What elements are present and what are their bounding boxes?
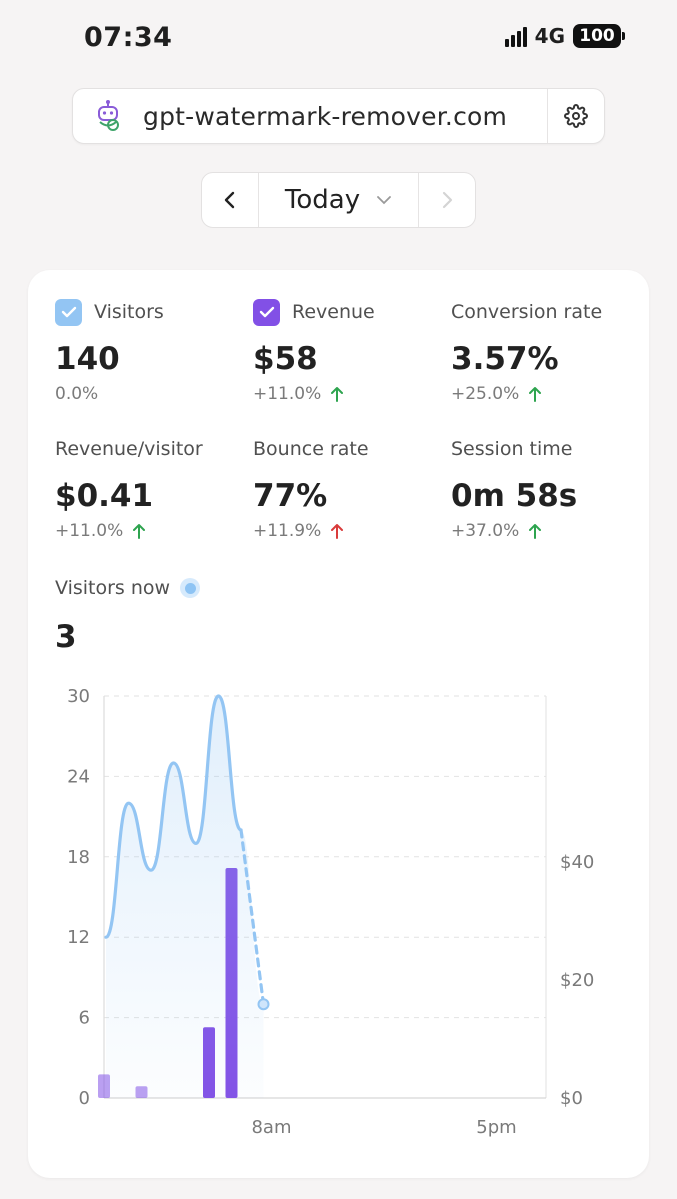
visitors-now-label: Visitors now: [55, 577, 171, 599]
chevron-left-icon: [224, 191, 235, 209]
metric-bounce-rate[interactable]: Bounce rate 77% +11.9%: [253, 435, 369, 541]
metric-visitors[interactable]: Visitors 140 0.0%: [55, 298, 164, 404]
x-tick-label: 5pm: [476, 1117, 516, 1138]
visitors-point: [257, 998, 270, 1011]
gear-icon: [564, 104, 588, 128]
metric-value: 3.57%: [451, 341, 559, 377]
y-tick-label: 12: [67, 927, 90, 948]
network-type: 4G: [534, 24, 565, 48]
battery-icon: 100: [573, 24, 625, 48]
visitors-now-value: 3: [55, 619, 77, 655]
status-indicators: 4G 100: [504, 24, 625, 48]
visitors-now: Visitors now 3: [55, 574, 201, 656]
metric-session-time[interactable]: Session time 0m 58s +37.0%: [451, 435, 577, 541]
metric-change: +11.0%: [55, 521, 124, 541]
y-tick-label: 6: [79, 1008, 90, 1029]
check-icon: [61, 306, 76, 318]
chevron-right-icon: [442, 191, 453, 209]
metric-label: Bounce rate: [253, 438, 369, 460]
period-label: Today: [284, 185, 361, 215]
next-period-button[interactable]: [419, 173, 475, 227]
visitors-line-projection: [239, 828, 266, 1006]
date-navigator: Today: [201, 172, 476, 228]
arrow-up-icon: [529, 386, 542, 402]
metric-change: +11.9%: [253, 521, 322, 541]
metric-change: 0.0%: [55, 384, 99, 404]
arrow-up-red-icon: [331, 523, 344, 539]
chevron-down-icon: [377, 196, 391, 205]
visitors-revenue-chart[interactable]: 0 6 12 18 24 30 $0 $20 $40 8am 5pm: [28, 670, 649, 1170]
metric-revenue[interactable]: Revenue $58 +11.0%: [253, 298, 375, 404]
period-dropdown[interactable]: Today: [258, 173, 419, 227]
status-time: 07:34: [84, 22, 173, 53]
arrow-up-icon: [331, 386, 344, 402]
y-right-tick-label: $0: [560, 1088, 583, 1109]
y-tick-label: 24: [67, 766, 90, 787]
url-divider: [547, 89, 548, 143]
metric-label: Revenue: [292, 301, 375, 323]
visitors-line: [104, 694, 243, 939]
metric-value: $0.41: [55, 478, 154, 514]
arrow-up-icon: [133, 523, 146, 539]
signal-icon: [504, 25, 527, 47]
y-right-tick-label: $40: [560, 852, 594, 873]
visitors-checkbox[interactable]: [55, 298, 82, 326]
arrow-up-icon: [529, 523, 542, 539]
previous-period-button[interactable]: [202, 173, 258, 227]
metric-label: Session time: [451, 438, 573, 460]
check-icon: [259, 306, 274, 318]
y-tick-label: 18: [67, 847, 90, 868]
y-tick-label: 30: [67, 686, 90, 707]
metric-conversion-rate[interactable]: Conversion rate 3.57% +25.0%: [451, 298, 602, 404]
revenue-checkbox[interactable]: [253, 298, 280, 326]
metric-value: 0m 58s: [451, 478, 578, 514]
metric-label: Conversion rate: [451, 301, 603, 323]
status-bar: 07:34 4G 100: [0, 0, 677, 70]
visitors-area: [106, 696, 264, 1098]
metric-value: 140: [55, 341, 120, 377]
url-bar[interactable]: gpt-watermark-remover.com: [72, 88, 605, 144]
metric-label: Visitors: [94, 301, 164, 323]
metric-change: +37.0%: [451, 521, 520, 541]
settings-button[interactable]: [548, 88, 604, 144]
site-logo-icon: [73, 88, 143, 144]
metric-change: +25.0%: [451, 384, 520, 404]
y-tick-label: 0: [79, 1088, 90, 1109]
metric-revenue-per-visitor[interactable]: Revenue/visitor $0.41 +11.0%: [55, 435, 203, 541]
metric-value: 77%: [253, 478, 328, 514]
y-right-tick-label: $20: [560, 970, 594, 991]
live-indicator-icon: [180, 578, 201, 598]
stats-card: Visitors 140 0.0% Revenue $58 +11.0% Con…: [28, 270, 649, 1178]
metric-label: Revenue/visitor: [55, 438, 203, 460]
x-tick-label: 8am: [251, 1117, 291, 1138]
metric-change: +11.0%: [253, 384, 322, 404]
metric-value: $58: [253, 341, 318, 377]
site-domain: gpt-watermark-remover.com: [143, 101, 508, 131]
